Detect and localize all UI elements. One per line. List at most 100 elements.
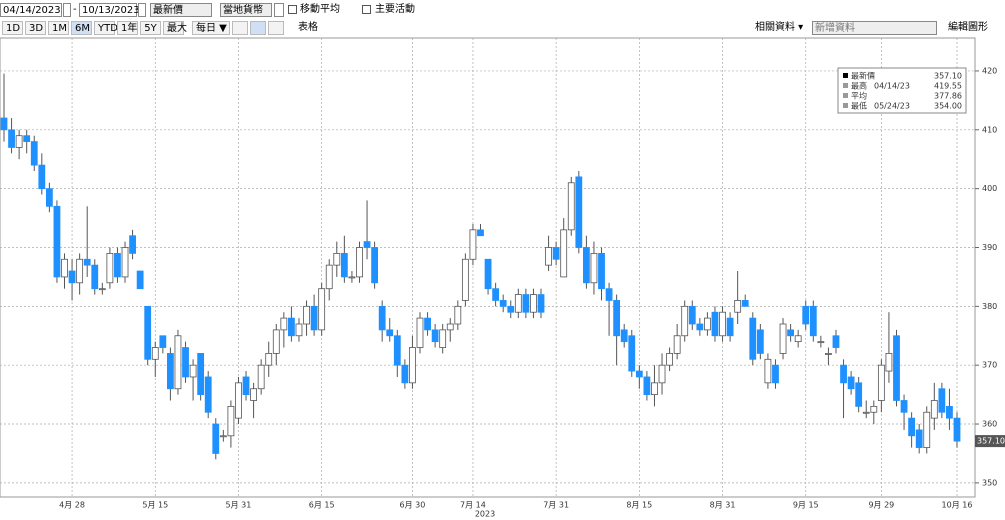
legend-value: 354.00 bbox=[934, 102, 962, 111]
candle-body bbox=[908, 417, 916, 437]
add-data[interactable]: 新增資料 bbox=[812, 21, 937, 35]
button[interactable] bbox=[268, 21, 284, 35]
candle-body bbox=[53, 205, 61, 278]
candle-body bbox=[212, 423, 220, 454]
candle-body bbox=[409, 347, 416, 384]
candle-body bbox=[681, 305, 689, 337]
legend-label: 最高 bbox=[851, 81, 867, 91]
x-tick-label: 7月 14 bbox=[460, 501, 486, 510]
end-date[interactable]: 10/13/2023 bbox=[79, 3, 140, 17]
legend-date: 05/24/23 bbox=[874, 102, 910, 111]
y-tick-label: 390 bbox=[982, 243, 997, 252]
candle-body bbox=[91, 264, 99, 290]
candle-body bbox=[242, 376, 250, 396]
range-button[interactable]: 6M bbox=[71, 21, 92, 35]
range-button[interactable]: 1M bbox=[48, 21, 69, 35]
candle-body bbox=[726, 317, 734, 337]
edit-chart[interactable]: 編輯圖形 bbox=[948, 22, 988, 33]
candle-body bbox=[303, 305, 310, 325]
x-tick-label: 6月 15 bbox=[309, 501, 335, 510]
candle-body bbox=[885, 353, 893, 372]
candle-body bbox=[915, 429, 923, 448]
candle-body bbox=[658, 364, 666, 384]
candle-body bbox=[938, 388, 946, 413]
button[interactable] bbox=[232, 21, 248, 35]
range-button[interactable]: YTD bbox=[94, 21, 118, 35]
start-date[interactable]: 04/14/2023 bbox=[0, 3, 62, 17]
calendar-icon[interactable] bbox=[138, 3, 146, 17]
legend-label: 平均 bbox=[851, 91, 867, 101]
last-price-label: 357.10 bbox=[977, 437, 1005, 446]
moving-average[interactable]: 移動平均 bbox=[300, 4, 340, 15]
x-tick-label: 5月 31 bbox=[226, 501, 252, 510]
range-button[interactable]: 1D bbox=[2, 21, 23, 35]
range-button[interactable]: 3D bbox=[25, 21, 46, 35]
key-events[interactable]: 主要活動 bbox=[375, 4, 415, 15]
frequency[interactable]: 每日 ▼ bbox=[192, 21, 230, 35]
candle-body bbox=[477, 229, 484, 237]
candle-body bbox=[159, 335, 167, 348]
candle-body bbox=[507, 305, 515, 313]
candle-body bbox=[779, 323, 787, 354]
candle-body bbox=[537, 294, 545, 313]
candle-body bbox=[325, 264, 333, 290]
table[interactable]: 表格 bbox=[288, 21, 328, 35]
candle-body bbox=[416, 317, 424, 348]
candle-body bbox=[144, 305, 152, 360]
candle-body bbox=[340, 252, 348, 278]
candle-body bbox=[401, 364, 409, 384]
legend-label: 最低 bbox=[851, 101, 867, 111]
legend-icon bbox=[843, 83, 848, 88]
candle-body bbox=[393, 335, 401, 366]
price-field[interactable]: 最新價 bbox=[150, 3, 212, 17]
x-tick-label: 6月 30 bbox=[400, 501, 426, 510]
candle-body bbox=[704, 317, 711, 331]
checkbox[interactable] bbox=[288, 5, 297, 14]
dropdown[interactable] bbox=[274, 3, 284, 17]
range-button[interactable]: 1年 bbox=[117, 21, 138, 35]
candle-body bbox=[870, 405, 878, 413]
candle-body bbox=[454, 305, 462, 325]
candle-body bbox=[582, 247, 590, 284]
calendar-icon[interactable] bbox=[63, 3, 71, 17]
currency[interactable]: 當地貨幣 bbox=[220, 3, 272, 17]
candle-body bbox=[643, 376, 651, 396]
candle-body bbox=[333, 252, 341, 266]
related-data[interactable]: 相關資料 ▾ bbox=[755, 22, 804, 33]
candle-body bbox=[106, 252, 114, 284]
checkbox[interactable] bbox=[362, 5, 371, 14]
candle-body bbox=[461, 258, 469, 301]
candle-body bbox=[151, 347, 159, 360]
candle-body bbox=[310, 305, 318, 331]
candle-body bbox=[840, 364, 847, 384]
button[interactable] bbox=[250, 21, 266, 35]
range-button[interactable]: 5Y bbox=[140, 21, 161, 35]
candle-body bbox=[288, 317, 295, 337]
candle-body bbox=[136, 270, 144, 290]
x-tick-label: 8月 15 bbox=[626, 501, 652, 510]
candle-body bbox=[560, 229, 568, 278]
candle-body bbox=[68, 270, 76, 284]
candle-body bbox=[756, 329, 764, 354]
candle-body bbox=[182, 347, 189, 378]
range-button[interactable]: 最大 bbox=[163, 21, 187, 35]
candle-body bbox=[265, 353, 273, 366]
candle-body bbox=[651, 382, 658, 396]
candle-body bbox=[23, 135, 31, 142]
candle-body bbox=[552, 247, 560, 260]
y-tick-label: 360 bbox=[982, 420, 997, 429]
candle-body bbox=[605, 288, 613, 301]
candle-body bbox=[673, 335, 681, 354]
candle-body bbox=[741, 300, 749, 307]
candle-body bbox=[855, 382, 863, 407]
candle-body bbox=[545, 247, 552, 266]
legend-value: 419.55 bbox=[934, 82, 962, 91]
legend-value: 357.10 bbox=[934, 72, 962, 81]
candle-body bbox=[235, 382, 242, 419]
legend-icon bbox=[843, 103, 848, 108]
candle-body bbox=[257, 364, 265, 390]
candle-body bbox=[356, 247, 363, 278]
candle-body bbox=[378, 305, 386, 331]
